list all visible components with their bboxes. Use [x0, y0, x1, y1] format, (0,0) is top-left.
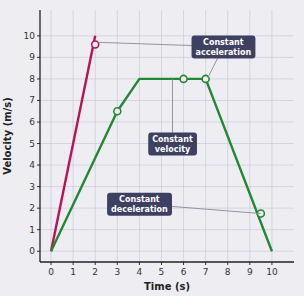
x-axis-line — [40, 261, 294, 262]
annotation-text: Constantacceleration — [196, 38, 252, 57]
x-grid-line — [139, 10, 140, 262]
annotations: ConstantaccelerationConstantvelocityCons… — [97, 36, 260, 216]
y-tick-label: 2 — [29, 203, 35, 213]
y-tick-label: 10 — [24, 31, 36, 41]
y-grid-line — [40, 35, 294, 36]
point — [114, 108, 121, 115]
annotation-text: Constantvelocity — [152, 135, 193, 154]
x-grid-line — [117, 10, 118, 262]
annotation-box — [148, 133, 197, 156]
annotation-line: Constant — [152, 135, 193, 144]
x-grid-line — [51, 10, 52, 262]
line — [51, 79, 272, 251]
annotation-box — [107, 193, 172, 216]
y-grid-line — [40, 57, 294, 58]
x-tick-label: 7 — [203, 267, 209, 277]
data — [51, 36, 272, 251]
y-axis-label: Velocity (m/s) — [2, 97, 13, 175]
y-tick-label: 8 — [29, 74, 35, 84]
annotation-line: velocity — [155, 145, 191, 154]
background — [0, 0, 304, 296]
annotation-box — [192, 36, 256, 59]
y-tick-label: 3 — [29, 182, 35, 192]
y-tick-label: 6 — [29, 117, 35, 127]
x-tick-label: 0 — [48, 267, 54, 277]
x-axis-label: Time (s) — [144, 281, 190, 292]
y-tick-label: 9 — [29, 52, 35, 62]
annotation-line: deceleration — [111, 205, 168, 214]
y-tick-label: 5 — [29, 139, 35, 149]
chart: 0 1 2 3 4 5 6 7 8 9 10 0 1 2 3 4 5 6 7 8 9 10 Time (s) Velocity… — [0, 0, 304, 296]
y-tick-label: 4 — [29, 160, 35, 170]
y-grid-line — [40, 251, 294, 252]
x-tick-label: 9 — [247, 267, 253, 277]
x-tick-label: 8 — [225, 267, 231, 277]
annotation-line: acceleration — [196, 48, 252, 57]
point — [180, 75, 187, 82]
y-tick-label: 1 — [29, 225, 35, 235]
annotation-line: Constant — [203, 38, 244, 47]
x-tick-label: 3 — [114, 267, 120, 277]
y-grid-line — [40, 229, 294, 230]
grid — [40, 10, 294, 262]
y-grid-line — [40, 165, 294, 166]
y-grid-line — [40, 100, 294, 101]
line — [51, 36, 95, 251]
x-tick-label: 4 — [137, 267, 143, 277]
y-grid-line — [40, 186, 294, 187]
x-tick-label: 1 — [70, 267, 76, 277]
annotation-text: Constantdeceleration — [111, 195, 168, 214]
x-tick-label: 6 — [181, 267, 187, 277]
x-grid-line — [271, 10, 272, 262]
y-axis-line — [39, 10, 40, 262]
annotation-line: Constant — [119, 195, 160, 204]
y-tick-label: 7 — [29, 95, 35, 105]
y-tick-label: 0 — [29, 246, 35, 256]
x-tick-label: 5 — [159, 267, 165, 277]
x-tick-label: 10 — [266, 267, 278, 277]
x-tick-label: 2 — [92, 267, 98, 277]
